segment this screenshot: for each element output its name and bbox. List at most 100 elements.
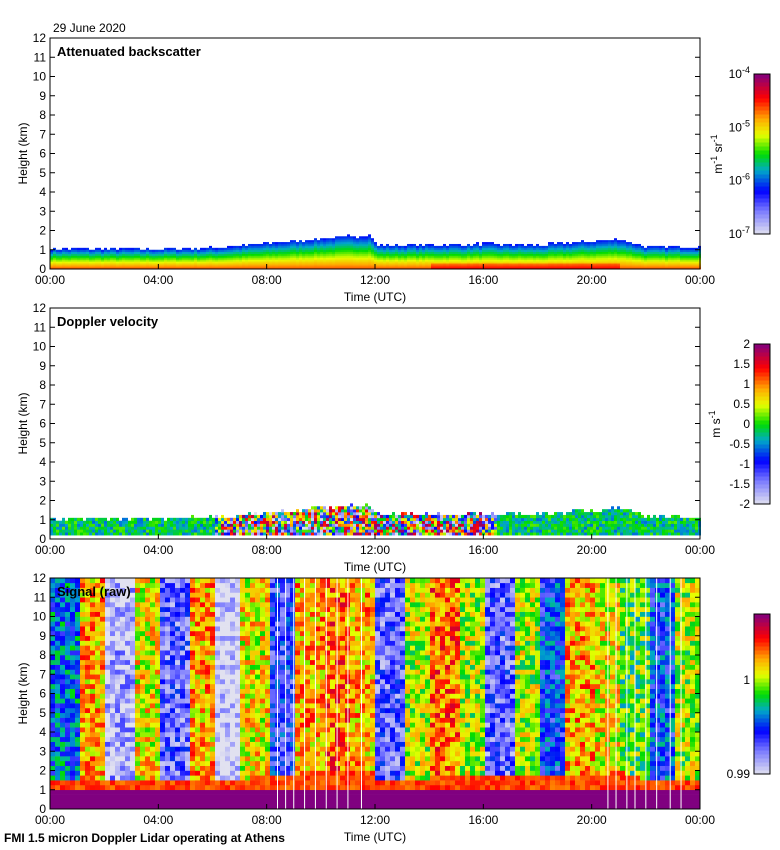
velocity-cell xyxy=(365,509,368,513)
velocity-cell xyxy=(515,532,518,536)
backscatter-cell xyxy=(269,255,272,258)
velocity-cell xyxy=(245,520,248,524)
backscatter-cell xyxy=(347,265,350,268)
backscatter-cell xyxy=(272,243,275,247)
backscatter-cell xyxy=(101,253,104,256)
backscatter-cell xyxy=(290,253,293,256)
y-tick-label: 1 xyxy=(39,243,46,257)
backscatter-cell xyxy=(341,251,344,254)
backscatter-cell xyxy=(683,253,686,256)
backscatter-cell xyxy=(401,267,404,270)
backscatter-cell xyxy=(557,251,560,254)
velocity-cell xyxy=(596,529,599,533)
velocity-cell xyxy=(512,532,515,536)
backscatter-cell xyxy=(173,265,176,268)
backscatter-cell xyxy=(83,251,86,254)
velocity-cell xyxy=(662,529,665,533)
backscatter-cell xyxy=(605,249,608,252)
signal-cell xyxy=(70,707,75,714)
velocity-cell xyxy=(677,532,680,536)
backscatter-cell xyxy=(164,261,167,264)
backscatter-cell xyxy=(563,257,566,260)
signal-cell xyxy=(60,732,65,738)
velocity-cell xyxy=(617,506,620,510)
backscatter-cell xyxy=(92,267,95,270)
signal-cell xyxy=(65,621,70,627)
velocity-cell xyxy=(320,520,323,524)
velocity-cell xyxy=(275,512,278,516)
velocity-cell xyxy=(461,520,464,524)
velocity-cell xyxy=(260,523,263,527)
velocity-cell xyxy=(509,532,512,536)
velocity-cell xyxy=(530,529,533,533)
backscatter-cell xyxy=(209,265,212,268)
backscatter-cell xyxy=(263,263,266,266)
velocity-cell xyxy=(257,517,260,522)
velocity-cell xyxy=(188,529,191,533)
velocity-cell xyxy=(629,532,632,536)
velocity-cell xyxy=(113,520,116,524)
backscatter-cell xyxy=(335,267,338,270)
backscatter-cell xyxy=(614,249,617,252)
backscatter-cell xyxy=(275,251,278,254)
velocity-cell xyxy=(527,523,530,527)
velocity-cell xyxy=(389,514,392,519)
velocity-cell xyxy=(677,526,680,530)
velocity-cell xyxy=(455,523,458,527)
backscatter-cell xyxy=(629,265,632,268)
signal-cell xyxy=(70,698,75,704)
backscatter-cell xyxy=(104,255,107,258)
backscatter-cell xyxy=(611,265,614,268)
velocity-cell xyxy=(188,526,191,530)
velocity-cell xyxy=(470,517,473,522)
velocity-cell xyxy=(197,526,200,530)
backscatter-cell xyxy=(260,263,263,266)
backscatter-cell xyxy=(371,242,374,245)
velocity-cell xyxy=(650,517,653,522)
velocity-cell xyxy=(491,512,494,516)
backscatter-cell xyxy=(686,251,689,254)
backscatter-cell xyxy=(401,259,404,262)
backscatter-cell xyxy=(458,257,461,260)
backscatter-cell xyxy=(170,255,173,258)
backscatter-cell xyxy=(575,263,578,266)
backscatter-cell xyxy=(191,259,194,262)
backscatter-cell xyxy=(401,257,404,260)
backscatter-cell xyxy=(620,263,623,266)
backscatter-cell xyxy=(200,247,203,251)
backscatter-cell xyxy=(209,267,212,270)
backscatter-cell xyxy=(95,251,98,254)
y-tick-label: 5 xyxy=(39,436,46,450)
velocity-cell xyxy=(251,532,254,536)
velocity-cell xyxy=(524,532,527,536)
velocity-cell xyxy=(263,512,266,516)
backscatter-cell xyxy=(620,245,623,249)
backscatter-cell xyxy=(332,255,335,258)
velocity-cell xyxy=(491,517,494,522)
velocity-cell xyxy=(692,517,695,522)
backscatter-cell xyxy=(557,255,560,258)
backscatter-cell xyxy=(626,265,629,268)
signal-cell xyxy=(50,683,55,689)
signal-cell xyxy=(85,655,90,661)
backscatter-cell xyxy=(521,253,524,256)
backscatter-cell xyxy=(602,255,605,258)
backscatter-cell xyxy=(434,263,437,266)
backscatter-cell xyxy=(326,243,329,247)
velocity-cell xyxy=(383,517,386,522)
velocity-cell xyxy=(563,520,566,524)
y-tick-label: 3 xyxy=(39,474,46,488)
backscatter-cell xyxy=(587,242,590,245)
backscatter-cell xyxy=(338,238,341,241)
velocity-cell xyxy=(197,532,200,536)
backscatter-cell xyxy=(389,265,392,268)
velocity-cell xyxy=(341,506,344,510)
backscatter-cell xyxy=(350,257,353,260)
backscatter-cell xyxy=(650,245,653,249)
signal-cell xyxy=(65,756,70,762)
velocity-cell xyxy=(200,526,203,530)
velocity-cell xyxy=(500,526,503,530)
backscatter-cell xyxy=(296,242,299,245)
velocity-cell xyxy=(677,520,680,524)
velocity-cell xyxy=(266,523,269,527)
